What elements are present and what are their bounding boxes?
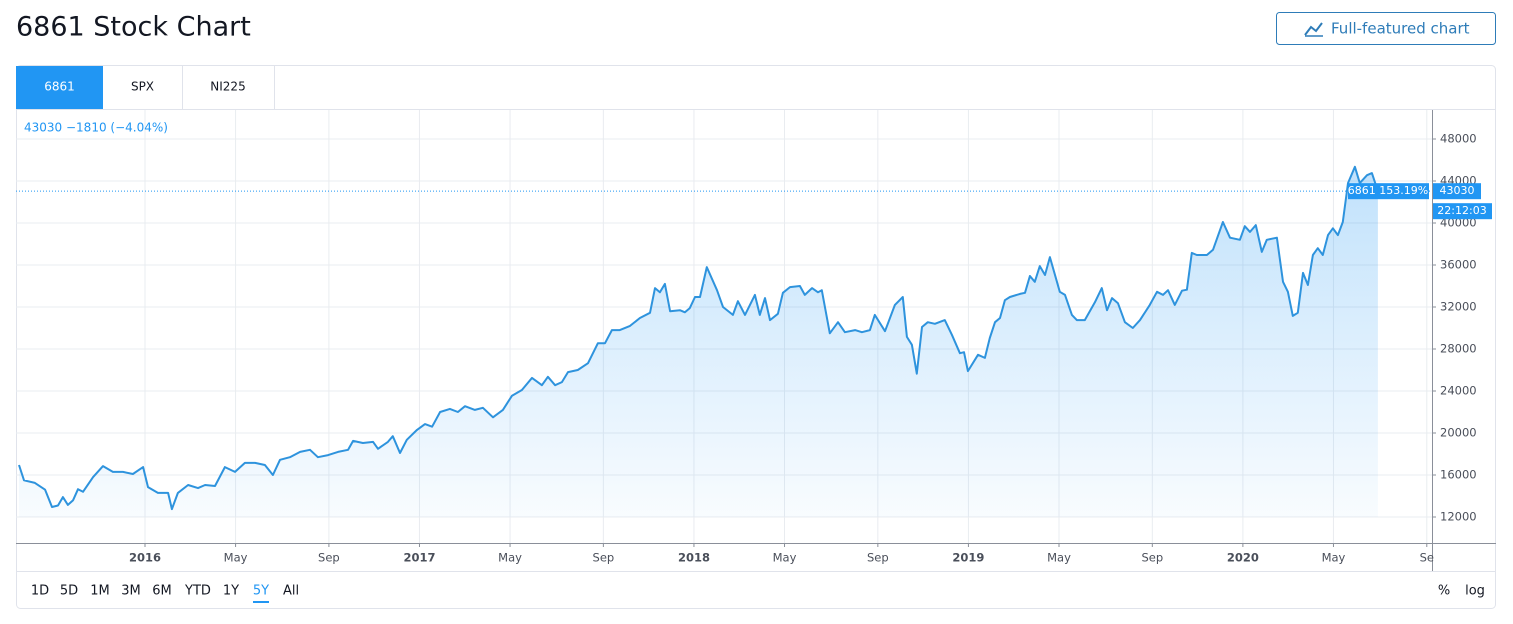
y-tick-label: 36000	[1440, 258, 1477, 272]
range-button[interactable]: 1Y	[223, 584, 239, 599]
price-line	[18, 165, 1379, 511]
y-tick-label: 48000	[1440, 132, 1477, 146]
range-button[interactable]: All	[283, 584, 299, 599]
x-tick-label: Sep	[1141, 551, 1163, 565]
y-tick-label: 28000	[1440, 342, 1477, 356]
x-tick-label: 2020	[1227, 551, 1259, 565]
series-tag-bg	[1348, 183, 1429, 200]
series-tag: 6861 153.19%	[1348, 184, 1428, 197]
button-label[interactable]: Full-featured chart	[1331, 20, 1470, 38]
range-button[interactable]: YTD	[184, 584, 211, 599]
x-tick-label: May	[224, 551, 248, 565]
tab[interactable]: NI225	[210, 80, 245, 94]
button-icon	[1304, 22, 1323, 36]
x-tick-label: May	[498, 551, 522, 565]
x-tick-label: 2018	[678, 551, 710, 565]
y-tick-label: 12000	[1440, 510, 1477, 524]
x-tick-label: Se	[1420, 551, 1434, 565]
tab[interactable]: SPX	[131, 80, 154, 94]
price-tag: 43030	[1440, 184, 1475, 197]
page-title: 6861 Stock Chart	[16, 12, 251, 43]
range-button[interactable]: 3M	[121, 584, 141, 599]
x-tick-label: May	[1322, 551, 1346, 565]
y-tick-label: 24000	[1440, 384, 1477, 398]
x-tick-label: Sep	[318, 551, 340, 565]
x-tick-label: Sep	[593, 551, 615, 565]
range-button[interactable]: 1D	[31, 584, 49, 599]
full-chart-button[interactable]	[1276, 12, 1496, 45]
countdown-bg	[1433, 203, 1492, 220]
y-tick-label: 16000	[1440, 468, 1477, 482]
scale-button[interactable]: %	[1438, 584, 1450, 599]
x-tick-label: 2017	[403, 551, 435, 565]
price-tag-bg	[1433, 183, 1481, 200]
range-button[interactable]: 1M	[90, 584, 110, 599]
scale-button[interactable]: log	[1465, 584, 1485, 599]
range-button[interactable]: 5D	[60, 584, 78, 599]
legend: 43030 −1810 (−4.04%)	[24, 121, 168, 135]
x-tick-label: May	[773, 551, 797, 565]
x-tick-label: 2019	[952, 551, 984, 565]
area	[19, 166, 1378, 518]
y-tick-label: 32000	[1440, 300, 1477, 314]
x-tick-label: Sep	[867, 551, 889, 565]
x-tick-label: May	[1047, 551, 1071, 565]
x-tick-label: 2016	[129, 551, 161, 565]
y-tick-label: 20000	[1440, 426, 1477, 440]
range-button[interactable]: 6M	[152, 584, 172, 599]
tab-active-bg	[16, 66, 103, 109]
tab[interactable]: 6861	[44, 80, 75, 94]
countdown: 22:12:03	[1437, 204, 1486, 217]
range-button[interactable]: 5Y	[253, 584, 269, 599]
